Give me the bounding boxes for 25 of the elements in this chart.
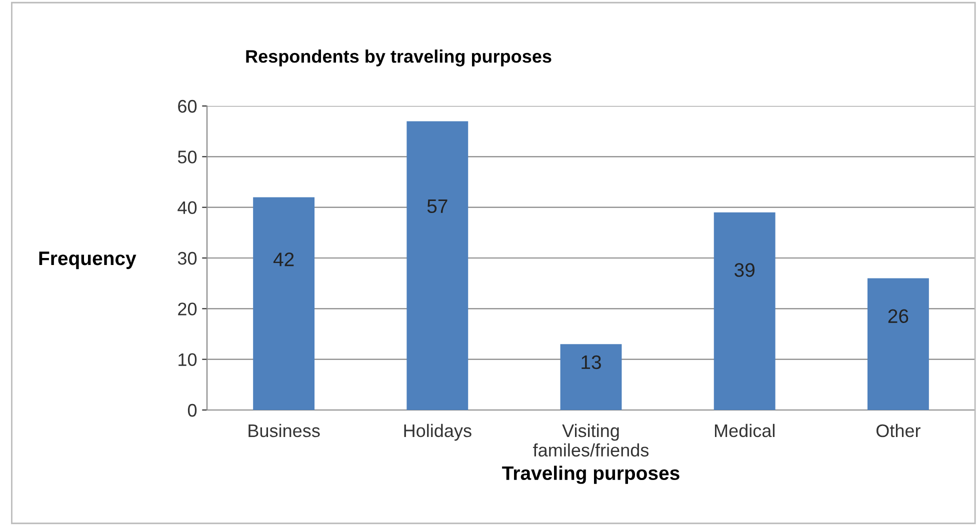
data-label: 13 [582,355,601,370]
y-tick-label: 10 [178,353,197,366]
data-label: 26 [888,309,908,324]
x-tick-label: Visiting familes/friends [533,424,649,457]
y-tick-label: 20 [178,302,197,316]
bar [714,212,776,410]
bar [560,344,622,410]
y-tick-label: 60 [178,100,197,113]
y-tick-label: 40 [178,201,197,214]
data-label: 39 [734,263,754,277]
x-tick-label: Business [248,424,320,438]
bar [867,278,929,410]
x-tick-label: Holidays [404,424,472,441]
y-tick-label: 50 [178,150,197,164]
data-label: 57 [427,199,448,214]
y-tick-label: 0 [188,404,197,417]
x-tick-label: Other [876,424,920,438]
x-tick-label: Medical [714,424,774,438]
y-tick-label: 30 [178,252,197,265]
chart-title: Respondents by traveling purposes [246,50,552,66]
x-axis-title: Traveling purposes [502,466,680,484]
bar [253,197,315,410]
bar [406,121,468,410]
data-label: 42 [273,252,294,266]
y-axis-title: Frequency [39,252,136,270]
